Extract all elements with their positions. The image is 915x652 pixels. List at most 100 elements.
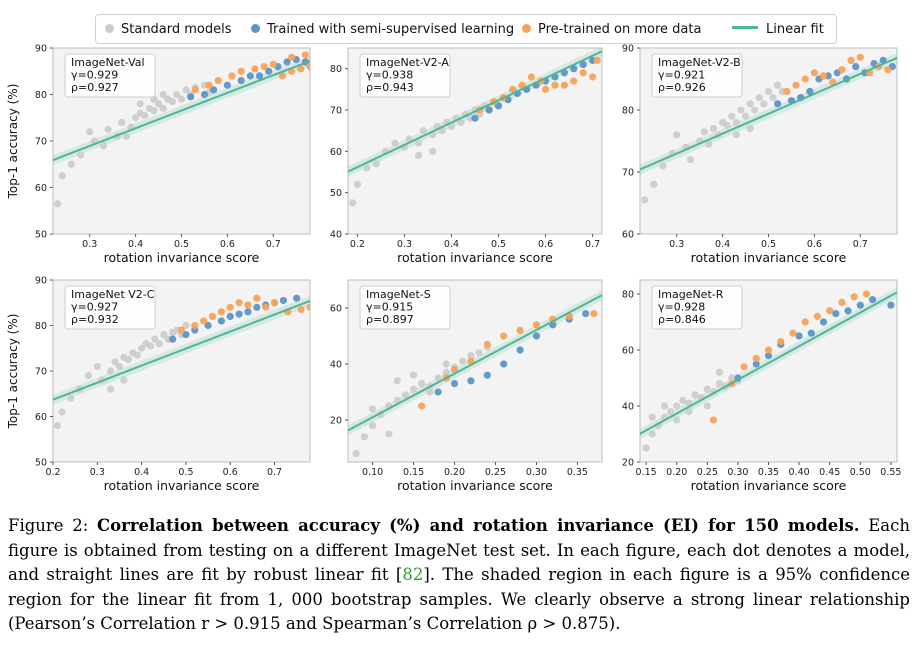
y-tick-label: 60 (622, 230, 634, 241)
data-point (205, 81, 213, 89)
data-point (764, 352, 773, 360)
data-point (760, 100, 768, 108)
data-point (467, 352, 475, 360)
data-point (160, 331, 168, 339)
y-tick-label: 40 (622, 402, 634, 413)
data-point (265, 67, 273, 75)
data-point (467, 377, 475, 385)
data-point (122, 132, 131, 140)
data-point (801, 318, 809, 326)
data-point (666, 408, 675, 416)
data-point (541, 85, 550, 93)
x-tick-label: 0.50 (850, 467, 871, 478)
pearson-stat: γ=0.921 (658, 69, 705, 82)
data-point (418, 380, 426, 388)
x-tick-label: 0.45 (819, 467, 840, 478)
chart-panel-6: 0.15 0.20 0.25 0.30 0.35 0.40 0.45 0.50 0.55 20 40… (622, 279, 901, 493)
x-tick-label: 0.7 (266, 239, 281, 250)
data-point (414, 151, 423, 160)
data-point (813, 312, 822, 320)
data-point (393, 377, 401, 385)
data-point (418, 402, 426, 410)
data-point (590, 310, 598, 318)
x-tick-label: 0.25 (485, 467, 506, 478)
data-point (752, 360, 760, 368)
data-point (852, 63, 860, 71)
data-point (204, 321, 212, 330)
data-point (741, 112, 750, 120)
x-tick-label: 0.40 (789, 467, 810, 478)
data-point (217, 317, 225, 325)
data-point (279, 296, 288, 305)
spearman-stat: ρ=0.846 (658, 313, 706, 326)
data-point (255, 72, 264, 80)
spearman-stat: ρ=0.943 (366, 81, 414, 94)
data-point (93, 362, 101, 371)
data-point (703, 385, 711, 393)
data-point (293, 294, 301, 302)
x-tick-label: 0.35 (567, 467, 588, 478)
data-point (133, 351, 141, 359)
data-point (673, 402, 681, 410)
chart-title: ImageNet-S (366, 288, 431, 301)
data-point (368, 422, 377, 430)
x-tick-label: 0.25 (697, 467, 718, 478)
x-tick-label: 0.6 (220, 239, 235, 250)
data-point (138, 344, 146, 352)
plot-content (53, 294, 310, 430)
data-point (187, 93, 195, 101)
x-axis-label: rotation invariance score (691, 478, 847, 493)
data-point (283, 58, 291, 66)
data-point (115, 362, 124, 371)
stats-annotation-box (651, 53, 743, 98)
data-point (368, 405, 377, 413)
x-tick-label: 0.6 (807, 239, 822, 250)
y-tick-label: 50 (35, 230, 47, 241)
x-axis-label: rotation invariance score (397, 478, 553, 493)
caption-text-1: Each figure is obtained from testing on … (8, 516, 910, 584)
caption-ref-link[interactable]: 82 (402, 565, 424, 584)
data-point (740, 363, 748, 371)
data-point (709, 416, 718, 424)
data-point (278, 72, 287, 80)
y-tick-label: 80 (330, 64, 342, 75)
caption-label: Figure 2: (8, 516, 98, 535)
x-tick-label: 0.3 (397, 239, 412, 250)
data-point (182, 331, 190, 339)
data-point (705, 140, 713, 148)
x-tick-label: 0.35 (758, 467, 779, 478)
data-point (829, 78, 837, 86)
data-point (136, 100, 144, 108)
data-point (200, 90, 209, 99)
data-point (650, 180, 658, 188)
chart-panel-1: 0.3 0.4 0.5 0.6 0.7 50 60 70 80 90 rotation invari… (6, 44, 311, 265)
stats-annotation-box (359, 285, 451, 330)
data-point (709, 125, 718, 133)
fit-line (640, 57, 897, 171)
x-tick-label: 0.15 (403, 467, 424, 478)
data-point (485, 106, 493, 114)
data-point (429, 147, 437, 155)
data-point (500, 360, 508, 368)
data-point (447, 122, 456, 131)
data-point (191, 86, 199, 94)
spearman-stat: ρ=0.932 (71, 313, 119, 326)
data-point (500, 332, 508, 340)
data-point (723, 121, 731, 130)
data-point (516, 326, 524, 334)
fit-line (53, 299, 310, 401)
data-point (301, 51, 310, 59)
data-point (53, 200, 62, 208)
data-point (288, 53, 296, 61)
x-tick-label: 0.5 (761, 239, 776, 250)
data-point (426, 388, 434, 396)
data-point (789, 329, 797, 337)
caption-bold: Correlation between accuracy (%) and rot… (97, 516, 860, 535)
data-point (237, 67, 245, 75)
data-point (270, 299, 279, 307)
legend-swatch-pretrained (522, 24, 531, 33)
data-point (457, 118, 465, 126)
data-point (237, 76, 245, 85)
plot-content (640, 52, 897, 204)
data-point (471, 114, 479, 122)
